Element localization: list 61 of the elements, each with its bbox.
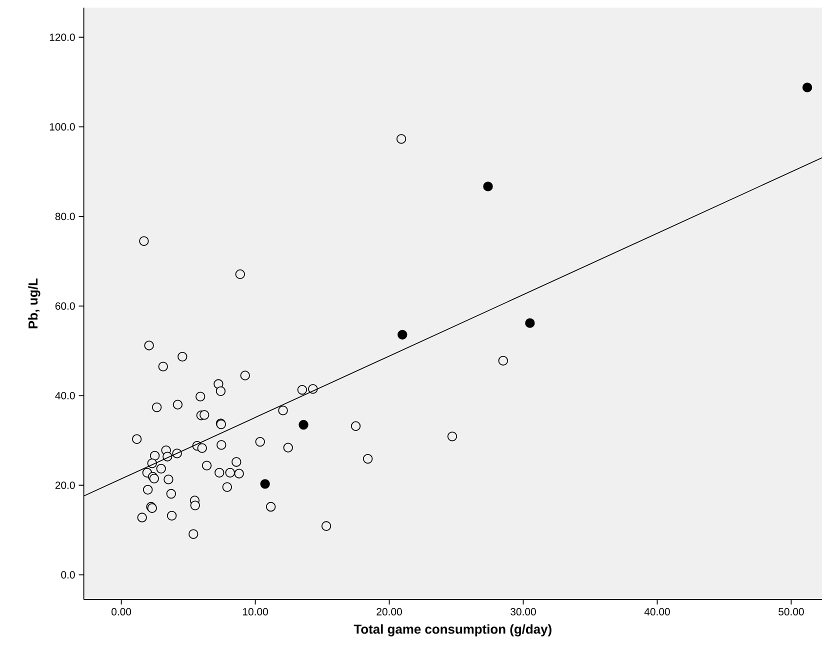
point	[144, 340, 154, 350]
y-tick-label: 0.0	[61, 571, 75, 579]
x-tick-label: 50.00	[778, 608, 804, 616]
point	[297, 384, 308, 395]
point	[362, 454, 373, 464]
y-tick-label: 20.0	[55, 482, 75, 489]
point	[142, 484, 153, 495]
point	[202, 460, 212, 470]
point	[156, 464, 166, 474]
point	[216, 386, 226, 396]
point	[152, 402, 162, 412]
point	[483, 182, 493, 192]
y-axis-title: Pb, ug/L	[28, 278, 40, 328]
point	[188, 529, 198, 539]
point	[139, 236, 149, 246]
point	[234, 468, 244, 478]
point	[225, 468, 235, 478]
y-tick-label: 80.0	[55, 212, 75, 220]
point	[197, 443, 207, 453]
y-tick-label: 120.0	[50, 34, 75, 41]
point	[298, 420, 308, 430]
point	[190, 500, 200, 510]
point	[447, 432, 458, 442]
point	[398, 330, 408, 340]
point	[266, 502, 276, 512]
point	[164, 474, 174, 484]
point	[196, 392, 206, 402]
point	[235, 269, 245, 280]
x-tick-label: 40.00	[644, 608, 670, 616]
point	[240, 370, 250, 380]
y-tick-label: 100.0	[50, 123, 75, 131]
point	[802, 82, 812, 92]
point	[216, 440, 226, 450]
x-tick-label: 30.00	[510, 608, 536, 616]
point	[498, 356, 508, 366]
x-tick-label: 20.00	[376, 608, 402, 616]
point	[278, 406, 288, 416]
point	[232, 457, 242, 467]
point	[396, 134, 406, 144]
point	[214, 468, 224, 478]
point	[321, 521, 332, 531]
point	[172, 400, 183, 410]
point	[200, 410, 210, 420]
point	[525, 318, 535, 328]
point	[150, 450, 160, 461]
point	[166, 488, 176, 499]
point	[166, 510, 177, 521]
x-axis-title: Total game consumption (g/day)	[354, 624, 552, 636]
point	[132, 434, 142, 444]
point	[222, 482, 232, 492]
y-tick-label: 40.0	[55, 392, 75, 400]
point	[283, 442, 293, 452]
x-tick-label: 0.00	[112, 608, 132, 616]
point	[255, 436, 265, 447]
point	[158, 362, 168, 372]
y-tick-label: 60.0	[55, 302, 75, 310]
x-tick-label: 10.00	[243, 608, 268, 616]
point	[178, 352, 188, 362]
point	[350, 421, 361, 431]
point	[260, 479, 270, 489]
point	[137, 512, 147, 522]
